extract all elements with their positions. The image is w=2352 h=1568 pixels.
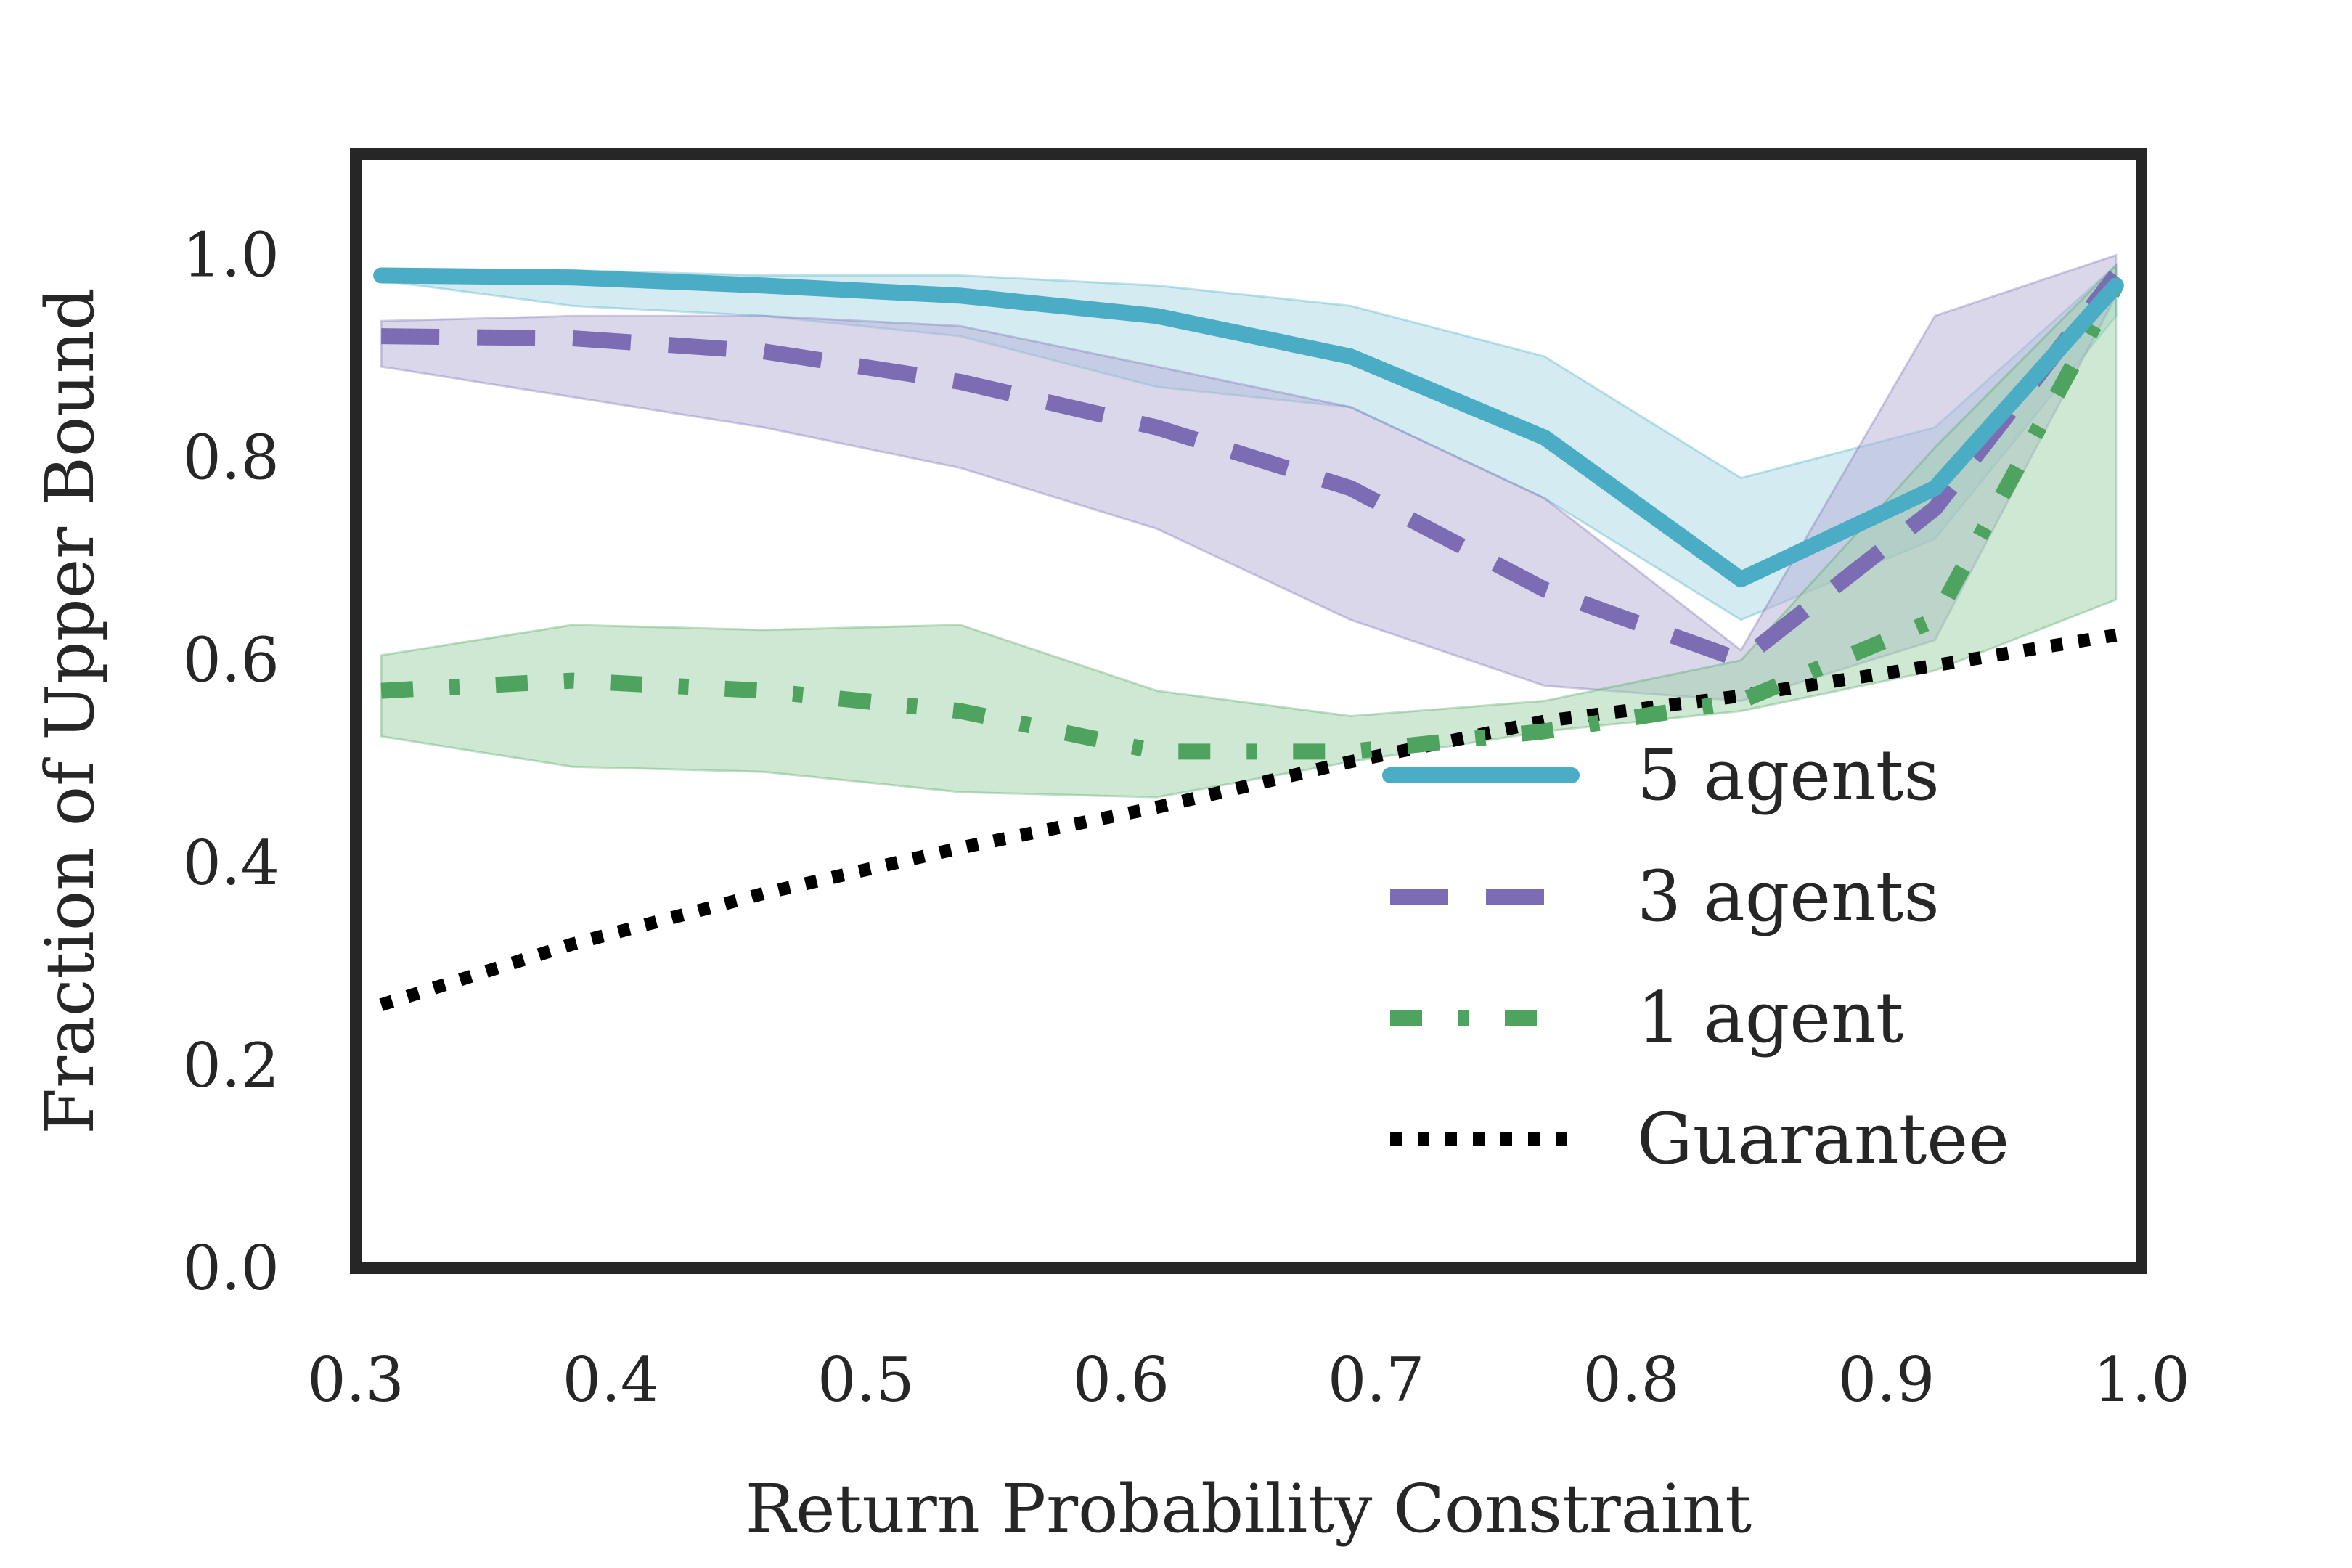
y-axis-ticks: 0.0 0.2 0.4 0.6 0.8 1.0 (182, 220, 279, 1304)
legend-item-5-agents: 5 agents (1382, 735, 1940, 816)
line-guarantee (379, 628, 2118, 1011)
x-tick-label: 0.8 (1583, 1344, 1680, 1416)
line-5-agents (373, 267, 2124, 588)
legend-label-1-agent: 1 agent (1637, 977, 1904, 1058)
plot-frame (350, 148, 2147, 1274)
line-3-agents (381, 270, 2123, 669)
x-tick-label: 0.6 (1072, 1344, 1169, 1416)
line-1-agent (380, 282, 2123, 760)
y-tick-label: 1.0 (182, 220, 279, 291)
band-1-agent (380, 262, 2118, 799)
y-tick-label: 0.2 (182, 1030, 279, 1101)
x-tick-label: 1.0 (2093, 1344, 2190, 1416)
x-tick-label: 0.4 (563, 1344, 660, 1416)
legend-item-3-agents: 3 agents (1390, 856, 1940, 937)
x-tick-label: 0.5 (817, 1344, 915, 1416)
x-tick-label: 0.3 (307, 1344, 404, 1416)
x-tick-label: 0.9 (1838, 1344, 1935, 1416)
series-lines (373, 267, 2124, 1011)
legend-label-3-agents: 3 agents (1637, 856, 1940, 937)
legend-item-1-agent: 1 agent (1390, 977, 1904, 1058)
legend-label-guarantee: Guarantee (1637, 1098, 2009, 1180)
legend-item-guarantee: Guarantee (1390, 1098, 2009, 1180)
x-axis-ticks: 0.3 0.4 0.5 0.6 0.7 0.8 0.9 1.0 (307, 1344, 2190, 1416)
y-axis-label: Fraction of Upper Bound (31, 287, 109, 1135)
y-tick-label: 0.4 (182, 828, 279, 899)
legend: 5 agents 3 agents 1 agent Guarantee (1382, 735, 2009, 1180)
legend-label-5-agents: 5 agents (1637, 735, 1940, 816)
y-tick-label: 0.8 (182, 422, 279, 494)
y-tick-label: 0.0 (182, 1233, 279, 1304)
x-tick-label: 0.7 (1328, 1344, 1425, 1416)
x-axis-label: Return Probability Constraint (746, 1470, 1752, 1548)
y-tick-label: 0.6 (182, 625, 279, 696)
